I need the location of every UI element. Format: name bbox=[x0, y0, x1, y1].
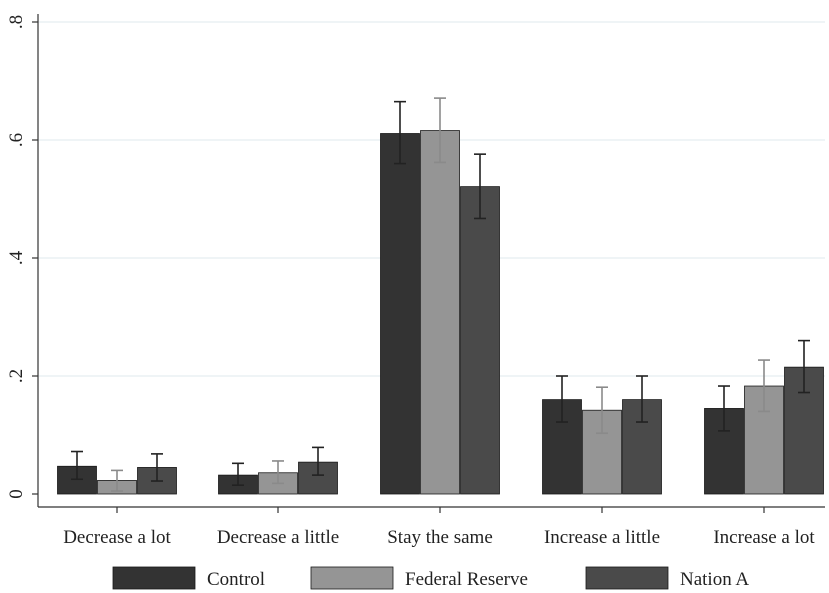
y-axis: 0 .2 .4 .6 .8 bbox=[6, 14, 39, 507]
y-tick-label: .6 bbox=[6, 133, 27, 147]
x-tick-label: Stay the same bbox=[387, 527, 493, 548]
legend-label: Federal Reserve bbox=[405, 569, 528, 590]
bar bbox=[460, 186, 500, 495]
bars bbox=[57, 130, 824, 495]
y-tick-label: .4 bbox=[6, 250, 27, 265]
x-tick-label: Increase a lot bbox=[713, 527, 815, 548]
y-tick-label: 0 bbox=[6, 489, 27, 499]
x-tick-label: Decrease a little bbox=[217, 527, 339, 548]
legend: Control Federal Reserve Nation A bbox=[112, 566, 749, 590]
legend-swatch bbox=[112, 566, 196, 590]
legend-swatch bbox=[310, 566, 394, 590]
x-axis: Decrease a lot Decrease a little Stay the … bbox=[38, 506, 825, 548]
y-tick-label: .2 bbox=[6, 369, 27, 383]
legend-label: Nation A bbox=[680, 569, 749, 590]
legend-label: Control bbox=[207, 569, 265, 590]
y-tick-label: .8 bbox=[6, 15, 27, 29]
x-tick-label: Increase a little bbox=[544, 527, 660, 548]
x-tick-label: Decrease a lot bbox=[63, 527, 171, 548]
bar bbox=[420, 130, 460, 495]
bar bbox=[380, 133, 420, 495]
legend-swatch bbox=[585, 566, 669, 590]
error-bars bbox=[71, 97, 810, 492]
